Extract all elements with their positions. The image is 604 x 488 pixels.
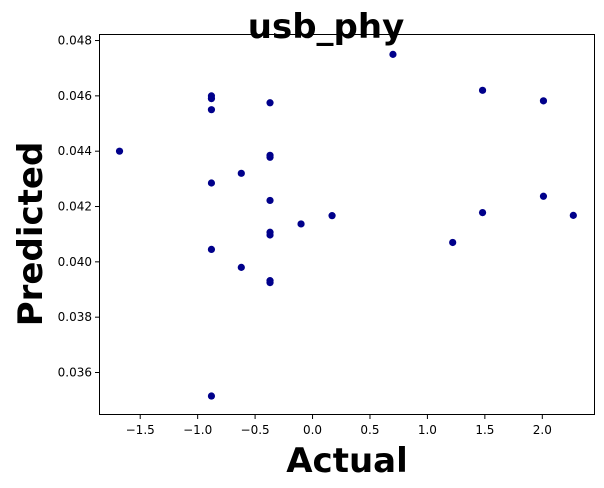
data-point [328,212,336,220]
y-axis-label: Predicted [11,142,51,327]
data-point [237,263,245,271]
data-point [115,147,124,155]
data-point [266,278,274,287]
data-point [207,392,216,400]
x-tick-label: 1.5 [475,423,494,437]
y-tick-label: 0.046 [58,89,92,103]
data-point [266,231,274,239]
data-point [266,99,274,107]
y-tick-label: 0.048 [58,34,92,48]
data-point [478,86,487,94]
x-tick-label: −1.5 [126,423,155,437]
data-point [539,97,548,105]
y-tick-label: 0.044 [58,144,92,158]
y-tick-label: 0.038 [58,310,92,324]
data-point [207,106,216,114]
data-point [266,153,274,161]
x-tick-label: −0.5 [241,423,270,437]
data-point [266,196,274,205]
x-axis-label: Actual [286,441,408,481]
x-tick-label: 0.0 [303,423,322,437]
data-point [569,211,577,219]
plot-frame [99,34,595,415]
x-tick-label: 1.0 [418,423,437,437]
y-tick-label: 0.042 [58,200,92,214]
data-point [207,95,216,103]
data-point [449,238,457,247]
data-point [237,169,245,177]
data-point [389,50,397,58]
x-tick-label: 2.0 [533,423,552,437]
x-tick-label: 0.5 [360,423,379,437]
chart-title: usb_phy [248,7,405,47]
data-point [207,179,216,187]
y-tick-label: 0.040 [58,255,92,269]
data-point [207,245,216,253]
data-point [539,192,548,200]
data-point [297,220,305,228]
data-points [115,50,577,400]
axis-ticks: −1.5 −1.0 −0.5 0.0 0.5 1.0 1.5 2.0 0.036 0.038 0.0… [58,34,552,437]
data-point [478,209,487,217]
y-tick-label: 0.036 [58,366,92,380]
x-tick-label: −1.0 [183,423,212,437]
